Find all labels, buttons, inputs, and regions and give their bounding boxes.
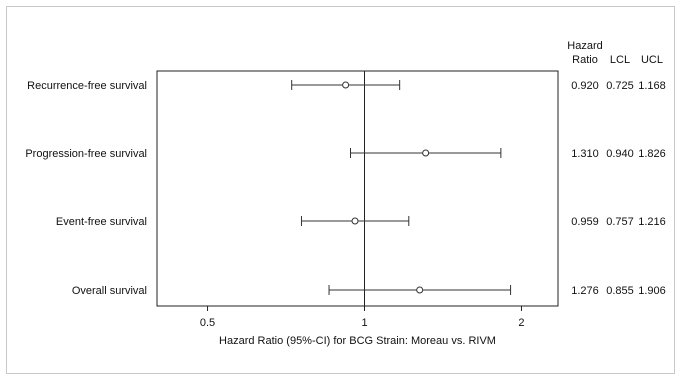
header-lcl: LCL bbox=[610, 54, 630, 66]
hazard-ratio-point bbox=[422, 149, 430, 157]
lcl-value: 0.855 bbox=[606, 285, 634, 297]
hazard-ratio-point bbox=[351, 217, 359, 225]
row-label: Recurrence-free survival bbox=[27, 80, 147, 92]
hazard-ratio-value: 0.959 bbox=[571, 216, 599, 228]
row-label: Event-free survival bbox=[56, 216, 147, 228]
lcl-value: 0.757 bbox=[606, 216, 634, 228]
header-ucl: UCL bbox=[641, 54, 663, 66]
hazard-ratio-point bbox=[342, 81, 350, 89]
figure-frame bbox=[6, 6, 675, 374]
ucl-value: 1.906 bbox=[638, 285, 666, 297]
hazard-ratio-value: 1.276 bbox=[571, 285, 599, 297]
hazard-ratio-value: 1.310 bbox=[571, 148, 599, 160]
x-tick-label: 0.5 bbox=[200, 317, 215, 329]
header-ratio: Ratio bbox=[572, 54, 598, 66]
x-axis: 0.5 1 2 bbox=[200, 306, 525, 329]
hazard-ratio-point bbox=[416, 286, 424, 294]
row-label: Progression-free survival bbox=[25, 148, 147, 160]
ucl-value: 1.826 bbox=[638, 148, 666, 160]
ucl-value: 1.168 bbox=[638, 80, 666, 92]
row-label: Overall survival bbox=[72, 285, 147, 297]
hazard-ratio-value: 0.920 bbox=[571, 80, 599, 92]
plot-area bbox=[156, 70, 559, 307]
lcl-value: 0.940 bbox=[606, 148, 634, 160]
forest-rows: Recurrence-free survival 0.920 0.725 1.168 P… bbox=[25, 80, 666, 297]
header-hazard: Hazard bbox=[567, 40, 602, 52]
x-axis-title: Hazard Ratio (95%-CI) for BCG Strain: Mo… bbox=[219, 335, 496, 347]
x-tick-label: 2 bbox=[518, 317, 524, 329]
table-header: Hazard Ratio LCL UCL bbox=[567, 40, 663, 66]
x-tick-label: 1 bbox=[361, 317, 367, 329]
lcl-value: 0.725 bbox=[606, 80, 634, 92]
ucl-value: 1.216 bbox=[638, 216, 666, 228]
